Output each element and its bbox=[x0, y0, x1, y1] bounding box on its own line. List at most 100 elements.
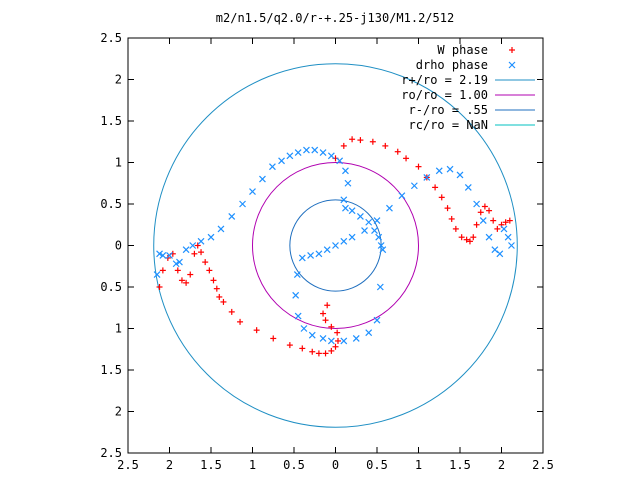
w-phase-point bbox=[299, 345, 306, 352]
x-tick-label: 1.5 bbox=[449, 458, 471, 472]
y-tick-label: 2 bbox=[115, 73, 122, 87]
legend-label-drho-phase: drho phase bbox=[416, 58, 488, 72]
drho-phase-point bbox=[207, 233, 215, 241]
w-phase-point bbox=[322, 350, 329, 357]
w-phase-point bbox=[448, 215, 455, 222]
drho-phase-point bbox=[375, 233, 383, 241]
x-tick-label: 1 bbox=[249, 458, 256, 472]
legend-label-r-o: ro/ro = 1.00 bbox=[401, 88, 488, 102]
w-phase-point bbox=[183, 279, 190, 286]
x-tick-label: 0.5 bbox=[283, 458, 305, 472]
w-phase-point bbox=[486, 207, 493, 214]
drho-phase-point bbox=[342, 167, 349, 175]
x-tick-label: 1.5 bbox=[200, 458, 222, 472]
drho-phase-point bbox=[485, 233, 493, 241]
drho-phase-point bbox=[166, 252, 173, 259]
drho-phase-point bbox=[315, 250, 323, 258]
drho-phase-point bbox=[172, 260, 180, 268]
w-phase-point bbox=[506, 217, 513, 224]
x-tick-label: 1 bbox=[415, 458, 422, 472]
drho-phase-point bbox=[307, 252, 315, 259]
w-phase-point bbox=[438, 194, 445, 201]
w-phase-point bbox=[156, 284, 163, 290]
w-phase-point bbox=[477, 209, 484, 216]
drho-phase-point bbox=[336, 157, 344, 165]
w-phase-point bbox=[466, 238, 473, 245]
w-phase-point bbox=[220, 298, 227, 305]
w-phase-point bbox=[490, 217, 497, 224]
drho-phase-point bbox=[371, 227, 378, 234]
drho-phase-point bbox=[504, 233, 512, 241]
w-phase-point bbox=[340, 142, 347, 149]
drho-phase-point bbox=[464, 183, 472, 191]
drho-phase-point bbox=[327, 337, 335, 345]
drho-phase-point bbox=[348, 233, 356, 241]
w-phase-point bbox=[403, 155, 410, 162]
drho-phase-point bbox=[298, 254, 306, 262]
y-tick-label: 0 bbox=[115, 239, 122, 253]
y-tick-label: 1 bbox=[115, 156, 122, 170]
w-phase-point bbox=[458, 234, 465, 241]
tick-labels: 2.5 2 1.5 1 0.5 0 0.5 1 1.5 2 2.52.521.510.500.511… bbox=[100, 31, 554, 472]
drho-phase-point bbox=[228, 213, 236, 220]
drho-phase-point bbox=[176, 258, 183, 266]
drho-phase-point bbox=[379, 246, 387, 254]
drho-phase-point bbox=[332, 242, 339, 249]
drho-phase-point bbox=[293, 271, 301, 278]
w-phase-point bbox=[349, 136, 356, 143]
x-tick-label: 2.5 bbox=[117, 458, 139, 472]
drho-phase-point bbox=[189, 242, 197, 249]
w-phase-point bbox=[309, 348, 316, 355]
y-tick-label: 1.5 bbox=[100, 114, 122, 128]
w-phase-point bbox=[357, 137, 364, 144]
y-tick-label: 1.5 bbox=[100, 363, 122, 377]
chart-title: m2/n1.5/q2.0/r-+.25-j130/M1.2/512 bbox=[216, 11, 454, 25]
drho-phase-point bbox=[479, 217, 487, 225]
drho-phase-point bbox=[365, 329, 373, 337]
x-tick-label: 2 bbox=[166, 458, 173, 472]
w-phase-point bbox=[194, 242, 201, 249]
legend-label-r-c: rc/ro = NaN bbox=[409, 118, 488, 132]
drho-phase-point bbox=[249, 188, 256, 195]
drho-phase-point bbox=[500, 225, 508, 233]
drho-phase-point bbox=[311, 146, 319, 154]
drho-phase-point bbox=[356, 213, 364, 220]
drho-phase-point bbox=[217, 225, 225, 233]
w-phase-point bbox=[481, 203, 488, 210]
w-phase-point bbox=[210, 277, 217, 284]
w-phase-point bbox=[228, 308, 235, 315]
w-phase-point bbox=[463, 236, 470, 243]
w-phase-point bbox=[198, 249, 205, 256]
legend: W phase drho phase r+/ro = 2.19 ro/ro = … bbox=[401, 43, 535, 132]
w-phase-point bbox=[502, 219, 509, 226]
w-phase-point bbox=[174, 267, 181, 274]
w-phase-point bbox=[270, 335, 277, 342]
legend-marker-w-phase bbox=[509, 47, 515, 53]
drho-phase-point bbox=[319, 335, 327, 342]
drho-phase-point bbox=[197, 237, 205, 245]
y-tick-label: 2 bbox=[115, 405, 122, 419]
drho-phase-point bbox=[259, 175, 266, 183]
drho-phase-point bbox=[456, 171, 464, 179]
drho-phase-point bbox=[286, 152, 294, 160]
y-tick-label: 0.5 bbox=[100, 280, 122, 294]
drho-phase-point bbox=[365, 218, 373, 226]
x-tick-label: 0.5 bbox=[366, 458, 388, 472]
drho-phase-point bbox=[435, 167, 443, 175]
drho-phase-point bbox=[398, 192, 406, 200]
w-phase-point bbox=[187, 271, 194, 278]
drho-phase-point bbox=[352, 335, 360, 342]
x-tick-label: 2.5 bbox=[532, 458, 554, 472]
w-phase-point bbox=[315, 350, 322, 357]
drho-phase-point bbox=[308, 331, 316, 339]
circle-r-plus bbox=[153, 63, 518, 428]
drho-phase-point bbox=[361, 227, 368, 234]
w-phase-point bbox=[332, 343, 339, 350]
data-points bbox=[153, 136, 515, 357]
drho-phase-point bbox=[340, 237, 348, 245]
w-phase-point bbox=[286, 342, 293, 349]
legend-marker-drho-phase bbox=[508, 61, 516, 69]
drho-phase-point bbox=[410, 182, 418, 190]
drho-phase-point bbox=[377, 242, 385, 249]
